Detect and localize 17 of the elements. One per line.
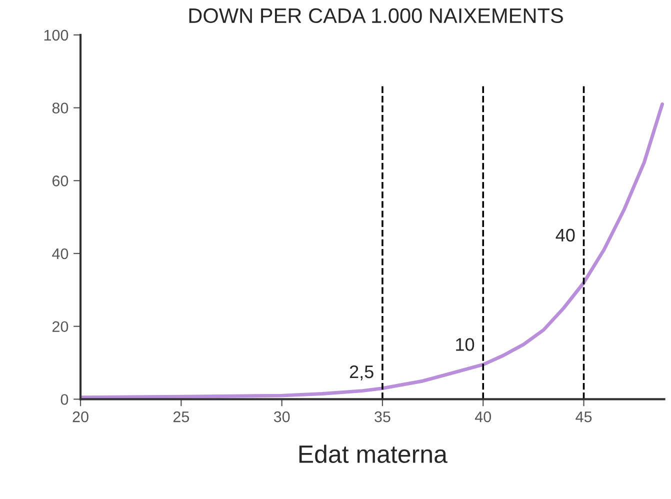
y-tick-label: 20 [52,321,68,332]
annotation: 2,5 [350,365,374,380]
y-tick-label: 40 [52,248,68,260]
y-tick-label: 0 [60,394,68,405]
x-tick-label: 25 [173,411,190,422]
annotation: 10 [456,338,474,351]
x-tick-label: 35 [374,411,390,422]
x-tick-label: 40 [474,411,492,422]
y-tick-label: 60 [52,176,68,186]
chart-title: DOWN PER CADA 1.000 NAIXEMENTS [189,8,563,24]
x-axis-title: Edat materna [299,444,448,464]
x-tick-label: 45 [576,412,592,422]
y-tick-label: 80 [52,102,68,114]
x-tick-label: 20 [72,411,88,422]
y-tick-label: 100 [44,30,68,41]
x-tick-label: 30 [274,411,290,422]
annotation: 40 [556,228,575,242]
